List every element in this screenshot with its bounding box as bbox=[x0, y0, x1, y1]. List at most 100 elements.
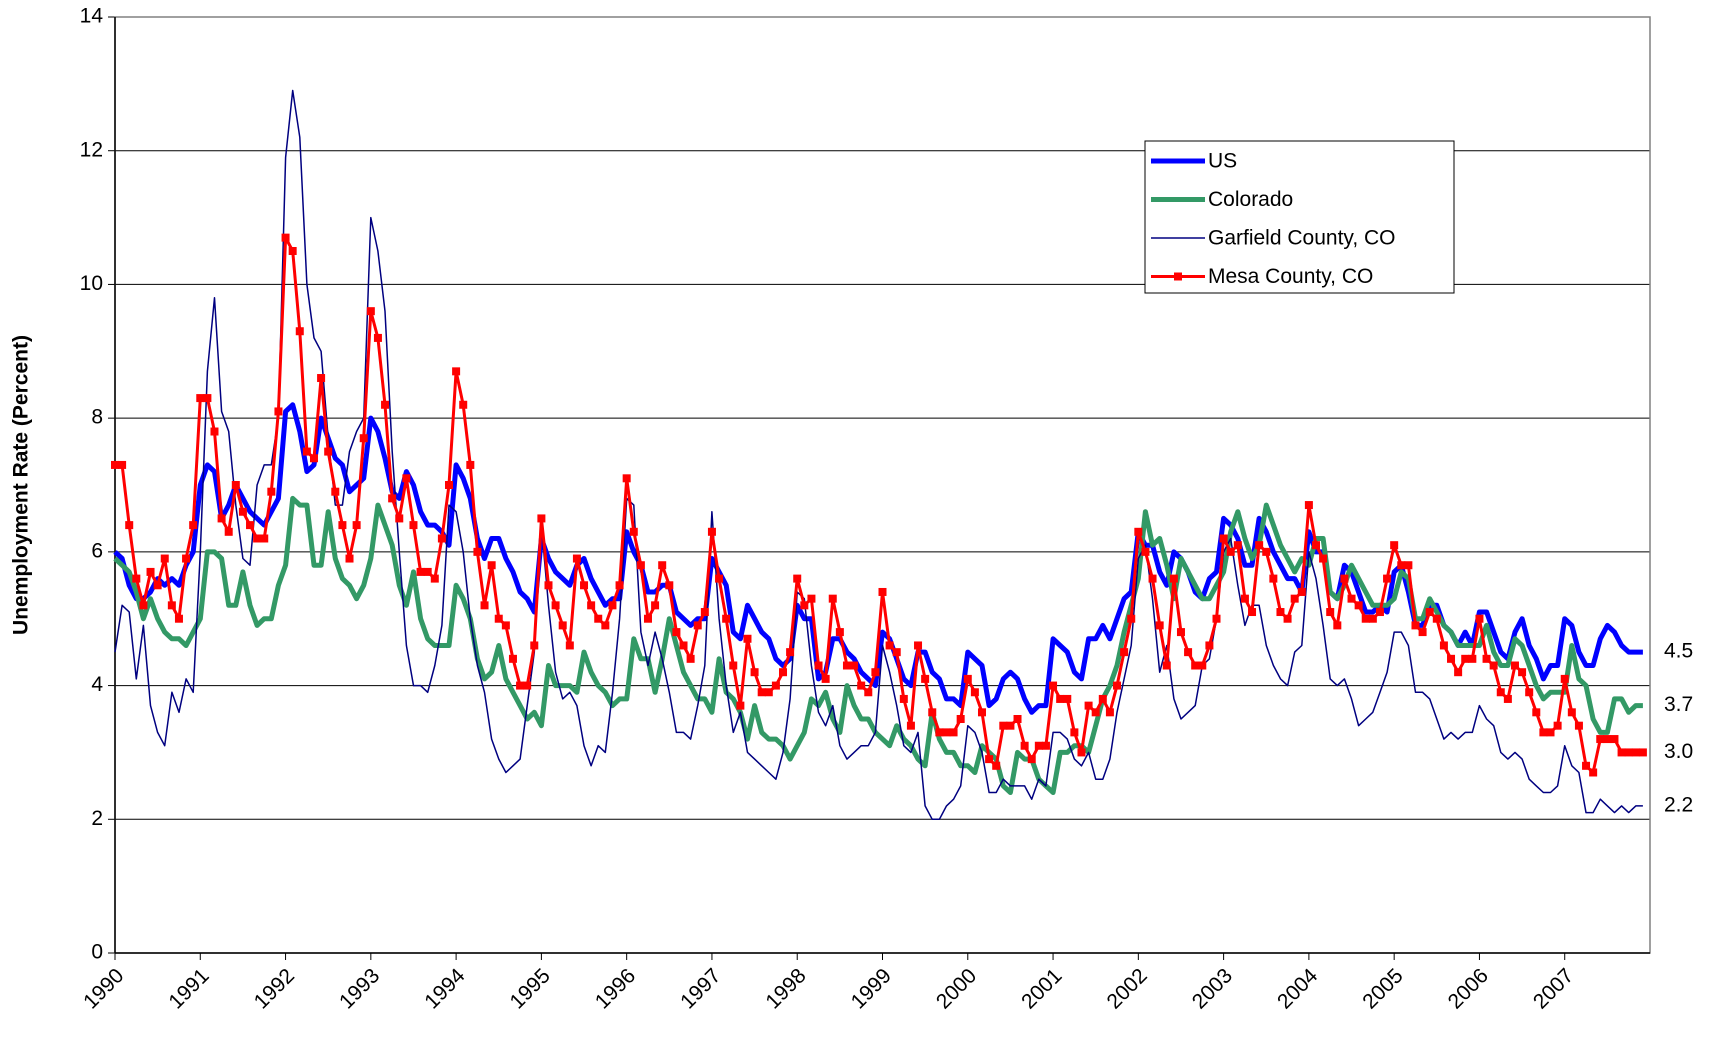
series-marker bbox=[402, 474, 411, 483]
series-marker bbox=[1127, 614, 1136, 623]
series-marker bbox=[516, 681, 525, 690]
series-marker bbox=[572, 554, 581, 563]
series-marker bbox=[1567, 708, 1576, 717]
x-tick-label: 2005 bbox=[1358, 964, 1407, 1013]
series-marker bbox=[672, 628, 681, 637]
series-marker bbox=[786, 648, 795, 657]
x-tick-label: 2004 bbox=[1273, 964, 1323, 1014]
series-marker bbox=[1475, 614, 1484, 623]
series-marker bbox=[892, 648, 901, 657]
series-marker bbox=[153, 581, 162, 590]
series-marker bbox=[1333, 621, 1342, 630]
series-marker bbox=[1361, 614, 1370, 623]
series-marker bbox=[523, 681, 532, 690]
series-marker bbox=[437, 534, 446, 543]
series-marker bbox=[643, 614, 652, 623]
series-marker bbox=[1276, 608, 1285, 617]
series-marker bbox=[1084, 701, 1093, 710]
x-tick-label: 2003 bbox=[1188, 964, 1237, 1013]
y-tick-label: 2 bbox=[91, 807, 103, 830]
series-marker bbox=[196, 394, 205, 403]
series-marker bbox=[1574, 721, 1583, 730]
series-marker bbox=[1624, 748, 1633, 757]
series-marker bbox=[1411, 621, 1420, 630]
legend-label: Mesa County, CO bbox=[1208, 265, 1373, 288]
series-marker bbox=[1013, 715, 1022, 723]
series-marker bbox=[359, 434, 368, 443]
series-marker bbox=[1482, 654, 1491, 663]
series-marker bbox=[558, 621, 567, 630]
series-marker bbox=[1091, 708, 1100, 717]
series-marker bbox=[1191, 661, 1200, 670]
series-marker bbox=[1489, 661, 1498, 670]
series-marker bbox=[1233, 541, 1242, 550]
series-marker bbox=[850, 661, 859, 670]
end-label: 2.2 bbox=[1664, 793, 1693, 816]
y-tick-label: 6 bbox=[91, 539, 103, 562]
series-marker bbox=[1525, 688, 1534, 697]
series-marker bbox=[1539, 728, 1548, 737]
series-marker bbox=[544, 581, 553, 590]
series-marker bbox=[1198, 661, 1207, 670]
series-marker bbox=[1418, 628, 1427, 637]
series-marker bbox=[1184, 648, 1193, 657]
series-marker bbox=[466, 460, 475, 469]
series-marker bbox=[665, 581, 674, 590]
series-marker bbox=[1155, 621, 1164, 630]
series-marker bbox=[1020, 741, 1029, 750]
series-marker bbox=[1383, 574, 1392, 583]
x-tick-label: 2001 bbox=[1017, 964, 1066, 1013]
x-tick-label: 1995 bbox=[506, 964, 555, 1013]
series-marker bbox=[388, 494, 397, 503]
series-marker bbox=[587, 601, 596, 610]
legend-box bbox=[1144, 140, 1455, 294]
series-marker bbox=[1631, 748, 1640, 757]
series-marker bbox=[1141, 547, 1150, 556]
series-marker bbox=[1375, 608, 1384, 617]
series-marker bbox=[203, 394, 212, 403]
series-marker bbox=[1347, 594, 1356, 603]
x-tick-label: 1999 bbox=[847, 964, 896, 1013]
series-marker bbox=[423, 567, 432, 576]
series-marker bbox=[246, 521, 255, 530]
series-marker bbox=[1432, 614, 1441, 623]
series-marker bbox=[1390, 541, 1399, 550]
end-label: 3.7 bbox=[1664, 693, 1693, 716]
series-marker bbox=[771, 681, 780, 690]
series-marker bbox=[743, 634, 752, 643]
series-marker bbox=[842, 661, 851, 670]
series-marker bbox=[1255, 541, 1264, 550]
series-marker bbox=[1496, 688, 1505, 697]
series-marker bbox=[1290, 594, 1299, 603]
series-marker bbox=[1532, 708, 1541, 717]
series-marker bbox=[501, 621, 510, 630]
x-tick-label: 1993 bbox=[335, 964, 384, 1013]
series-marker bbox=[1162, 661, 1171, 670]
series-marker bbox=[224, 527, 233, 536]
series-marker bbox=[1304, 501, 1313, 510]
series-marker bbox=[1134, 527, 1143, 536]
series-marker bbox=[1070, 728, 1079, 737]
series-marker bbox=[636, 561, 645, 570]
series-marker bbox=[757, 688, 766, 697]
series-marker bbox=[530, 641, 539, 650]
series-marker bbox=[508, 654, 517, 663]
series-marker bbox=[651, 601, 660, 610]
series-marker bbox=[1148, 574, 1157, 583]
series-marker bbox=[899, 694, 908, 703]
series-marker bbox=[835, 628, 844, 637]
series-marker bbox=[1553, 721, 1562, 730]
series-marker bbox=[260, 534, 269, 543]
series-marker bbox=[1603, 735, 1612, 744]
series-marker bbox=[1098, 694, 1107, 703]
end-label: 4.5 bbox=[1664, 640, 1693, 663]
series-marker bbox=[288, 247, 297, 255]
legend-label: Garfield County, CO bbox=[1208, 227, 1396, 250]
series-marker bbox=[1354, 601, 1363, 610]
series-marker bbox=[125, 521, 134, 530]
series-marker bbox=[1006, 721, 1015, 730]
series-marker bbox=[302, 447, 311, 456]
series-marker bbox=[1041, 741, 1050, 750]
series-marker bbox=[537, 514, 546, 523]
series-marker bbox=[977, 708, 986, 717]
